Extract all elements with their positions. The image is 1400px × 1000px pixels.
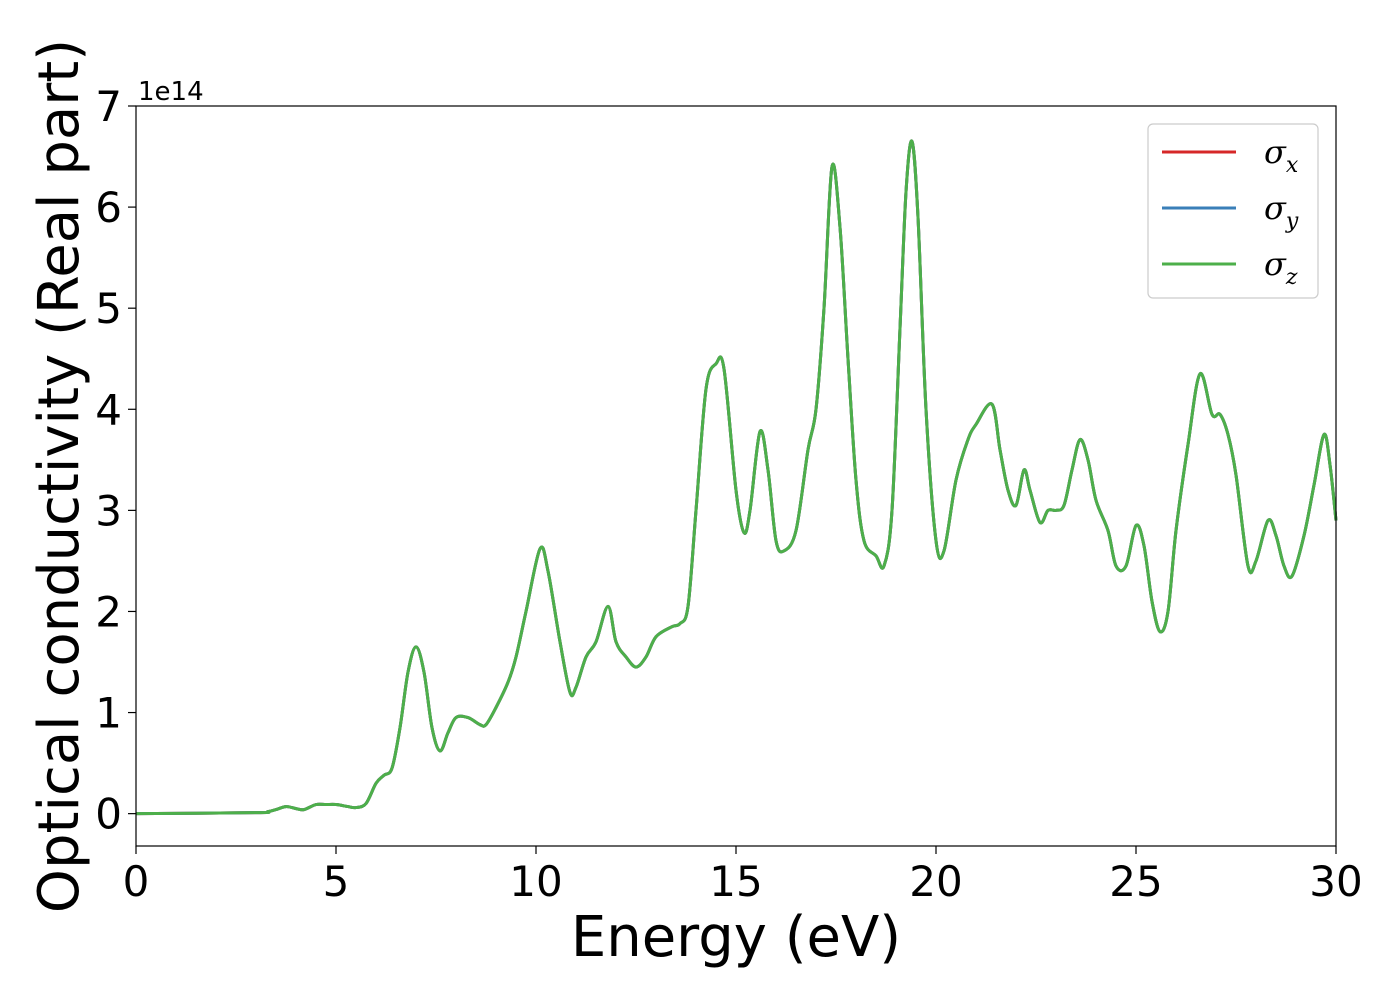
- x-tick-label: 15: [709, 857, 762, 906]
- x-tick-label: 0: [123, 857, 150, 906]
- x-tick-label: 10: [509, 857, 562, 906]
- y-tick-label: 6: [95, 183, 122, 232]
- y-tick-label: 0: [95, 790, 122, 839]
- legend-subscript: y: [1285, 209, 1299, 234]
- legend-frame: [1147, 123, 1319, 299]
- plot-area: [135, 139, 1338, 816]
- legend-subscript: x: [1286, 153, 1299, 178]
- y-tick-label: 2: [95, 587, 122, 636]
- x-tick-label: 5: [323, 857, 350, 906]
- x-tick-label: 20: [909, 857, 962, 906]
- y-tick-label: 5: [95, 284, 122, 333]
- y-axis-ticks: 0 1 2 3 4 5 6 7: [95, 82, 136, 839]
- y-offset-label: 1e14: [138, 77, 204, 107]
- x-axis-ticks: 0 5 10 15 20 25 30: [123, 846, 1363, 906]
- legend-subscript: z: [1285, 265, 1298, 290]
- y-axis-title: Optical conductivity (Real part): [27, 39, 92, 913]
- x-tick-label: 30: [1309, 857, 1362, 906]
- y-tick-label: 7: [95, 82, 122, 131]
- x-axis-title: Energy (eV): [571, 905, 901, 970]
- series-line-sigma-z: [135, 139, 1338, 816]
- y-tick-label: 1: [95, 689, 122, 738]
- y-tick-label: 3: [95, 486, 122, 535]
- x-tick-label: 25: [1109, 857, 1162, 906]
- y-tick-label: 4: [95, 385, 122, 434]
